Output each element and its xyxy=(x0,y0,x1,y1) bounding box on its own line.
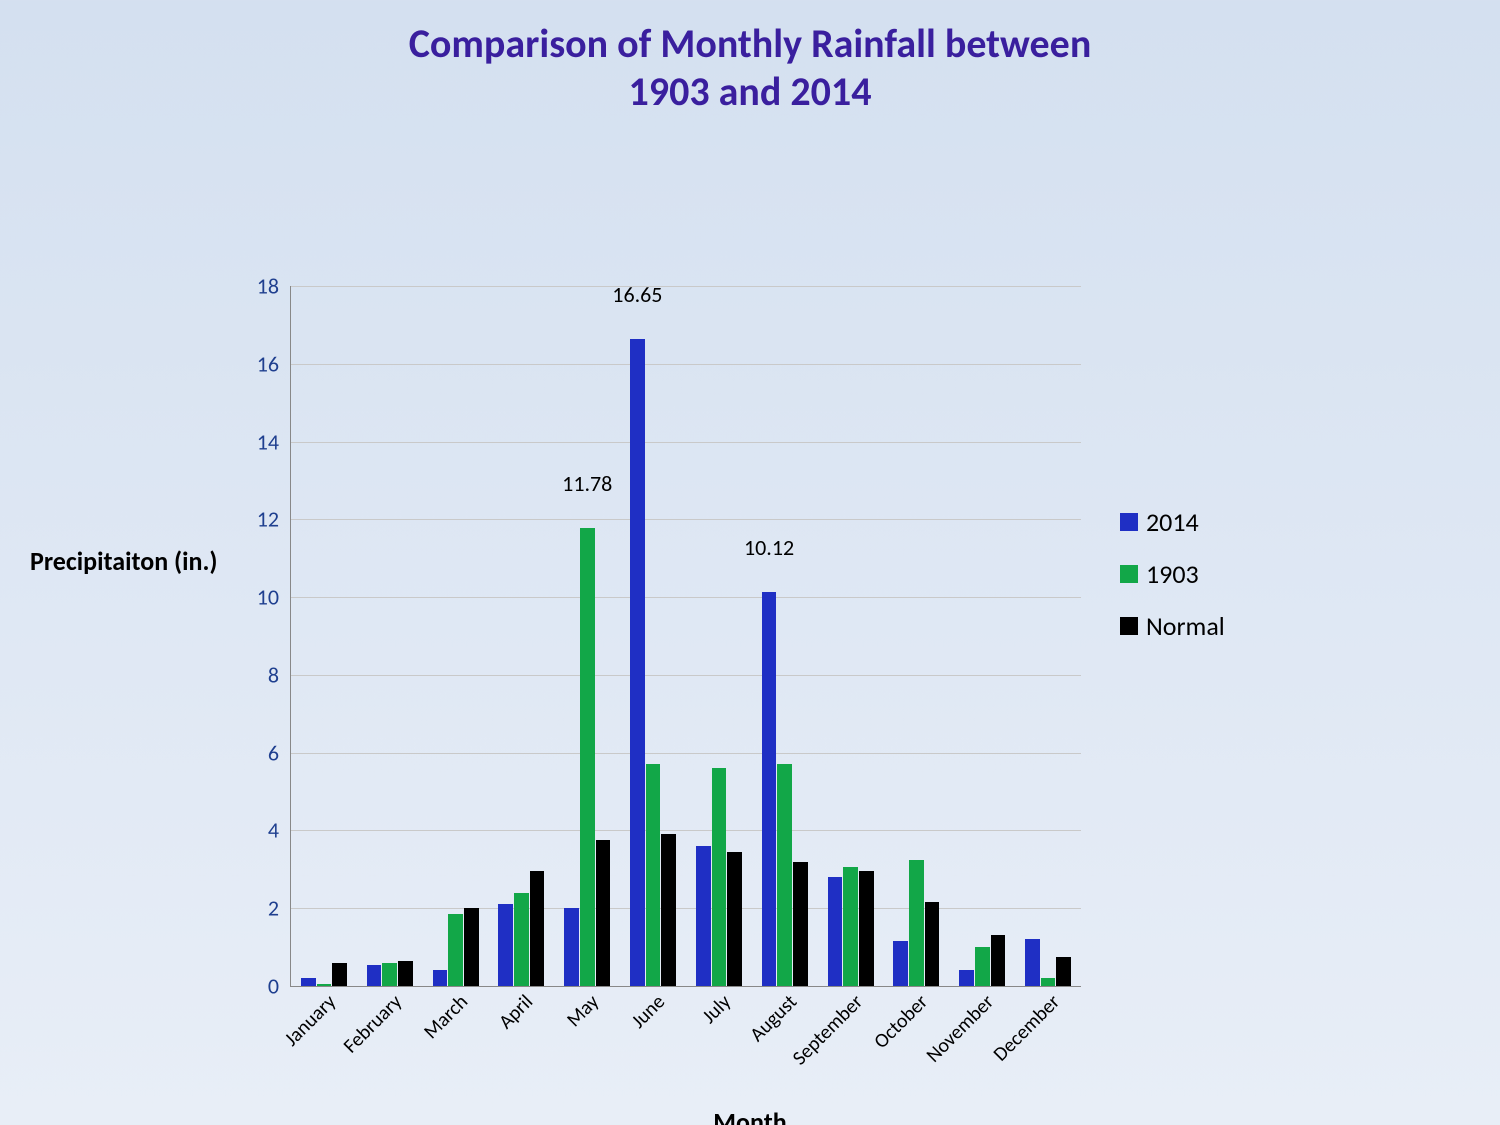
bar xyxy=(382,963,397,986)
bar xyxy=(514,893,529,986)
bar xyxy=(1041,978,1056,986)
grid-line xyxy=(291,519,1081,520)
y-tick-label: 8 xyxy=(268,661,291,688)
bar xyxy=(727,852,742,986)
x-tick-label: August xyxy=(745,990,802,1047)
bar xyxy=(498,904,513,986)
bar xyxy=(398,961,413,986)
bar xyxy=(332,963,347,986)
bar xyxy=(564,908,579,986)
bar xyxy=(777,764,792,986)
x-tick-label: December xyxy=(989,990,1065,1066)
y-tick-label: 0 xyxy=(268,973,291,1000)
data-label: 10.12 xyxy=(744,534,794,561)
title-line-1: Comparison of Monthly Rainfall between xyxy=(409,19,1092,68)
bar xyxy=(596,840,611,986)
bar xyxy=(580,528,595,986)
x-tick-label: June xyxy=(627,990,670,1033)
plot-area: 024681012141618JanuaryFebruaryMarchApril… xyxy=(290,286,1081,987)
legend-swatch xyxy=(1120,513,1138,531)
data-label: 16.65 xyxy=(612,281,662,308)
bar xyxy=(367,965,382,986)
bar xyxy=(959,970,974,986)
grid-line xyxy=(291,364,1081,365)
y-axis-title: Precipitaiton (in.) xyxy=(30,545,218,577)
bar xyxy=(433,970,448,986)
bar xyxy=(1056,957,1071,986)
bar xyxy=(843,867,858,986)
legend: 2014 1903 Normal xyxy=(1120,506,1225,662)
grid-line xyxy=(291,753,1081,754)
bar xyxy=(530,871,545,986)
x-tick-label: April xyxy=(494,990,538,1034)
y-tick-label: 14 xyxy=(257,428,291,455)
bar xyxy=(991,935,1006,986)
bar xyxy=(317,984,332,986)
chart-container: Precipitaiton (in.) 024681012141618Janua… xyxy=(0,126,1500,1106)
x-axis-title: Month xyxy=(0,1106,1500,1125)
legend-item: 2014 xyxy=(1120,506,1225,538)
grid-line xyxy=(291,442,1081,443)
bar xyxy=(975,947,990,986)
grid-line xyxy=(291,908,1081,909)
y-tick-label: 4 xyxy=(268,817,291,844)
x-tick-label: May xyxy=(562,990,604,1032)
data-label: 11.78 xyxy=(562,470,612,497)
y-tick-label: 10 xyxy=(257,584,291,611)
grid-line xyxy=(291,286,1081,287)
legend-item: 1903 xyxy=(1120,558,1225,590)
x-tick-label: July xyxy=(697,990,736,1029)
x-tick-label: February xyxy=(338,990,406,1058)
bar xyxy=(646,764,661,986)
x-tick-label: September xyxy=(787,990,867,1070)
bar xyxy=(661,834,676,986)
bar xyxy=(828,877,843,986)
y-tick-label: 12 xyxy=(257,506,291,533)
bar xyxy=(762,592,777,986)
title-line-2: 1903 and 2014 xyxy=(629,67,872,116)
bar xyxy=(712,768,727,986)
bar xyxy=(696,846,711,986)
bar xyxy=(925,902,940,986)
x-tick-label: March xyxy=(419,990,473,1044)
bar xyxy=(859,871,874,986)
bar xyxy=(464,908,479,986)
x-tick-label: November xyxy=(922,990,999,1067)
bar xyxy=(630,339,645,987)
bar xyxy=(448,914,463,986)
legend-swatch xyxy=(1120,565,1138,583)
chart-title: Comparison of Monthly Rainfall between 1… xyxy=(0,0,1500,116)
bar xyxy=(301,978,316,986)
legend-label: 1903 xyxy=(1146,558,1199,590)
bar xyxy=(793,862,808,986)
grid-line xyxy=(291,675,1081,676)
legend-item: Normal xyxy=(1120,610,1225,642)
legend-label: 2014 xyxy=(1146,506,1199,538)
bar xyxy=(893,941,908,986)
legend-label: Normal xyxy=(1146,610,1225,642)
legend-swatch xyxy=(1120,617,1138,635)
x-tick-label: October xyxy=(870,990,934,1054)
y-tick-label: 6 xyxy=(268,739,291,766)
y-tick-label: 16 xyxy=(257,350,291,377)
grid-line xyxy=(291,597,1081,598)
bar xyxy=(1025,939,1040,986)
y-tick-label: 2 xyxy=(268,895,291,922)
bar xyxy=(909,860,924,986)
grid-line xyxy=(291,830,1081,831)
y-tick-label: 18 xyxy=(257,273,291,300)
